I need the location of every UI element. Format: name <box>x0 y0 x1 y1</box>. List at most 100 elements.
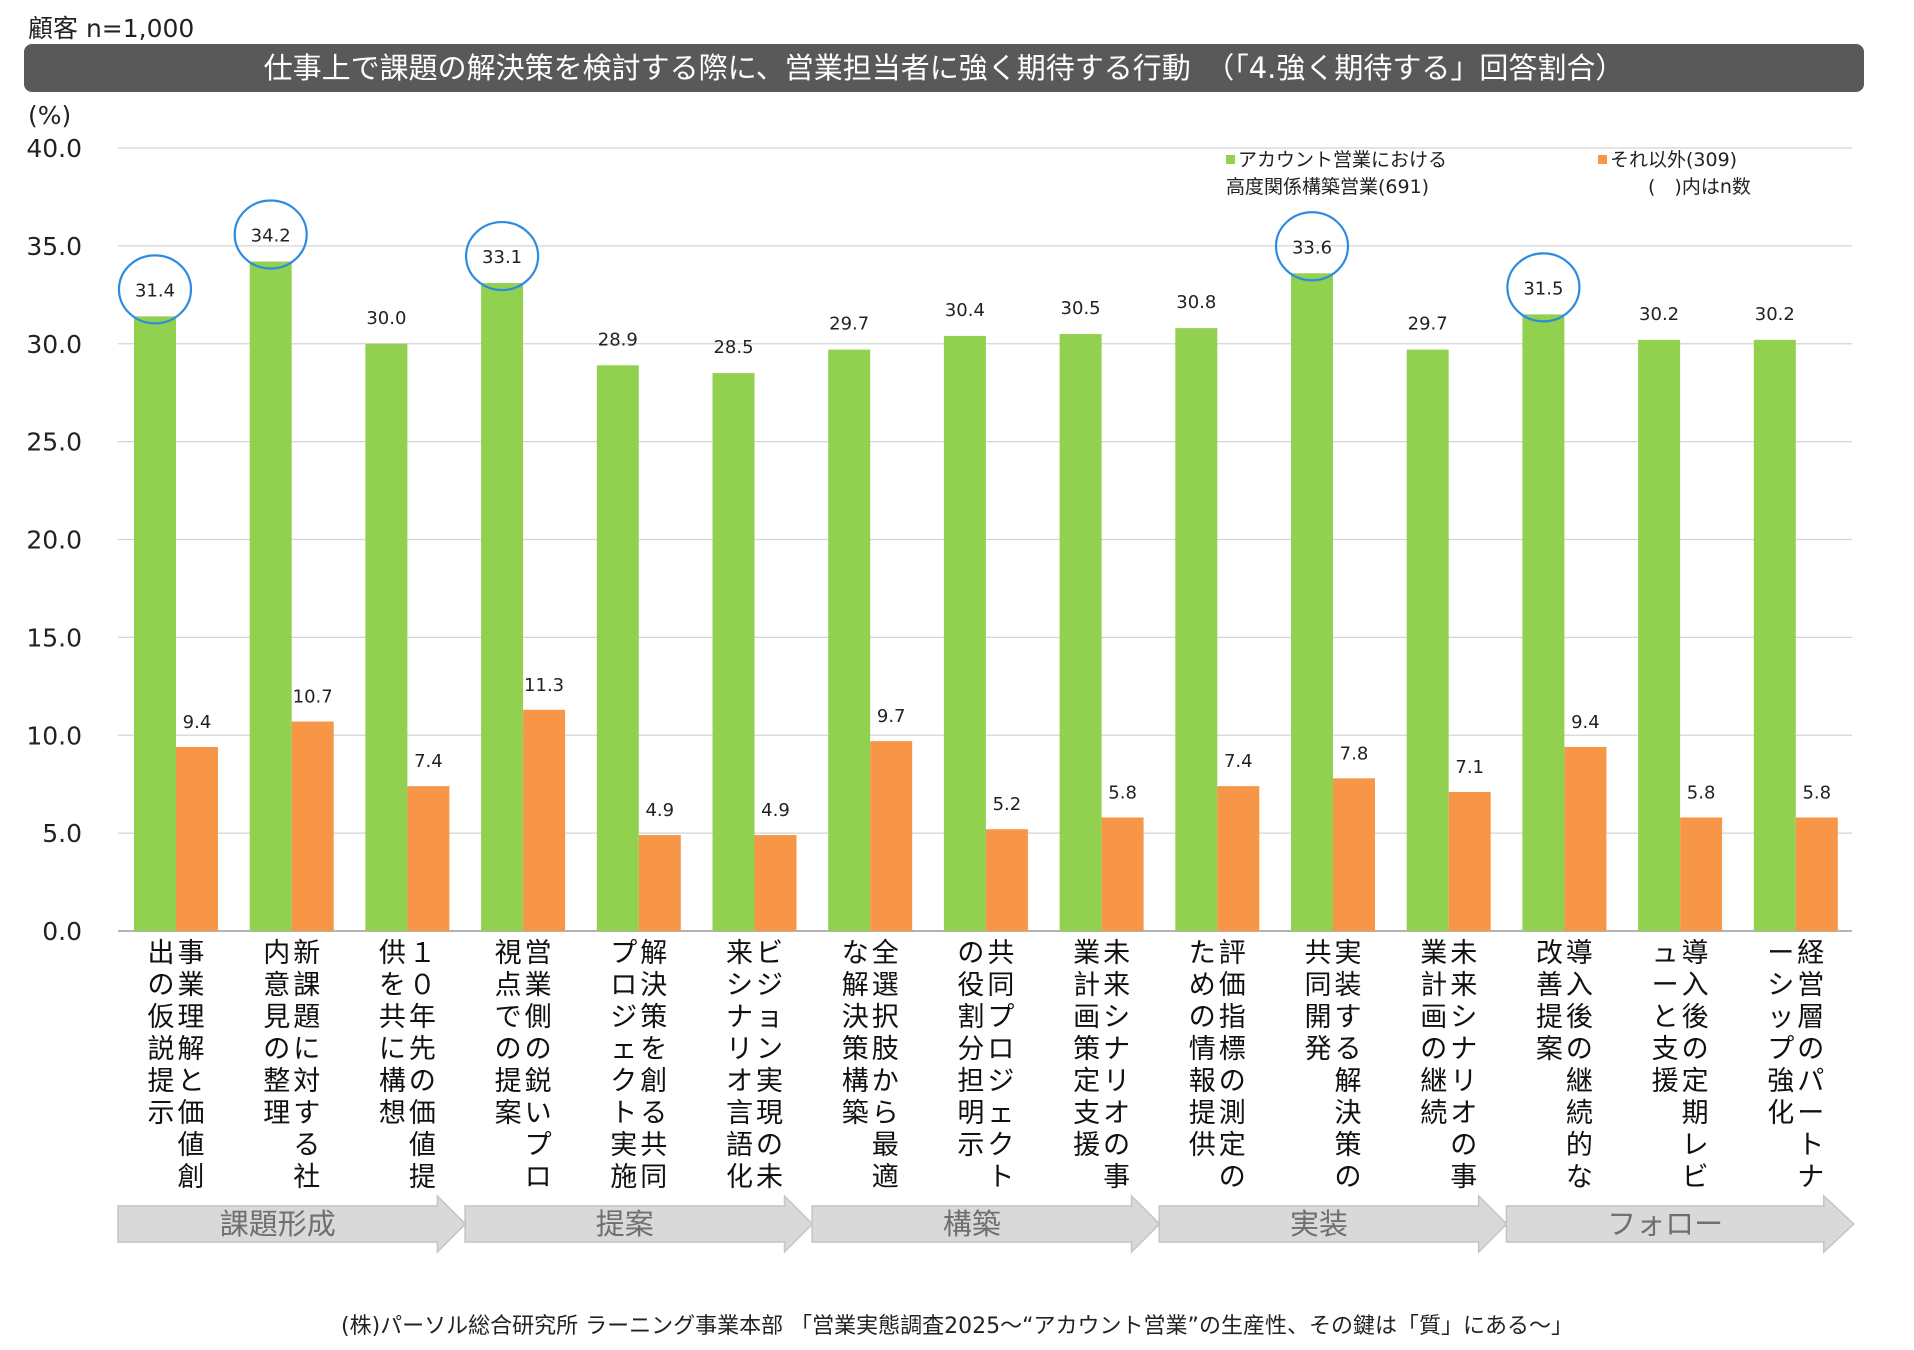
bar-series2 <box>638 835 681 931</box>
category-label: 営業側の鋭いプロ視点での提案 <box>495 938 552 1193</box>
category-label: 実装する解決策の共同開発 <box>1305 938 1362 1193</box>
data-label-series1: 30.2 <box>1639 304 1679 325</box>
data-label-series1: 28.5 <box>713 337 753 358</box>
bar-series2 <box>291 721 334 931</box>
bar-series2 <box>1680 817 1723 931</box>
data-label-series1: 33.6 <box>1292 237 1332 258</box>
bar-series2 <box>1564 746 1607 931</box>
stage-label: フォロー <box>1607 1207 1723 1241</box>
y-tick-label: 35.0 <box>26 232 82 261</box>
legend-swatch-series1 <box>1226 155 1235 164</box>
data-label-series2: 5.8 <box>1108 782 1137 803</box>
bar-series2 <box>176 746 218 931</box>
stage-arrows: 課題形成 提案 構築 実装 フォロー <box>117 1194 1855 1254</box>
y-tick-label: 10.0 <box>26 721 82 750</box>
bar-series1 <box>1059 333 1102 931</box>
bar-series1 <box>365 343 408 931</box>
bar-series1 <box>134 316 176 932</box>
y-tick-label: 40.0 <box>26 134 82 163</box>
data-label-series2: 10.7 <box>293 687 333 708</box>
bar-series1 <box>1522 314 1565 931</box>
category-label: 全選択肢から最適な解決策構築 <box>842 938 899 1193</box>
category-label: 解決策を創る共同プロジェクト実施 <box>610 938 667 1193</box>
chart-title: 仕事上で課題の解決策を検討する際に、営業担当者に強く期待する行動 （「4.強く期… <box>264 51 1625 85</box>
legend: アカウント営業における高度関係構築営業(691) それ以外(309) ( )内はn数 <box>1226 149 1751 198</box>
bar-series1 <box>1406 349 1449 931</box>
data-label-series2: 9.7 <box>877 706 906 727</box>
bar-series1 <box>1638 339 1681 932</box>
data-label-series1: 31.4 <box>135 280 175 301</box>
y-axis-label: (%) <box>28 101 71 130</box>
data-label-series2: 7.1 <box>1455 757 1484 778</box>
data-label-series2: 7.4 <box>414 751 443 772</box>
data-label-series1: 28.9 <box>598 329 638 350</box>
data-label-series2: 5.8 <box>1687 782 1716 803</box>
data-label-series2: 7.4 <box>1224 751 1253 772</box>
bar-series1 <box>481 283 524 931</box>
category-label: 評価指標の測定のための情報提供 <box>1189 938 1246 1193</box>
y-tick-label: 15.0 <box>26 623 82 652</box>
y-tick-label: 25.0 <box>26 428 82 457</box>
category-labels: 事業理解と価値創出の仮説提示 新課題に対する社内意見の整理 １０年先の価値提供を共に… <box>148 938 1825 1193</box>
bar-series2 <box>407 786 450 931</box>
bars <box>134 261 1838 932</box>
y-tick-label: 20.0 <box>26 526 82 555</box>
title-bar <box>24 44 1864 92</box>
data-label-series1: 30.2 <box>1755 304 1795 325</box>
legend-swatch-series2 <box>1598 155 1607 164</box>
highlight-ring <box>233 199 308 270</box>
category-label: 事業理解と価値創出の仮説提示 <box>148 938 205 1193</box>
category-label: 導入後の継続的な改善提案 <box>1536 938 1593 1193</box>
y-tick-label: 5.0 <box>42 819 82 848</box>
bar-series2 <box>1217 786 1260 931</box>
data-label-series2: 11.3 <box>524 675 564 696</box>
category-label: 未来シナリオの事業計画策定支援 <box>1073 938 1130 1193</box>
stage-label: 実装 <box>1290 1207 1348 1241</box>
bar-series2 <box>985 829 1028 931</box>
stage-arrow <box>1505 1194 1855 1254</box>
data-label-series2: 7.8 <box>1340 743 1369 764</box>
highlight-ring <box>1274 211 1350 282</box>
data-label-series1: 30.5 <box>1061 298 1101 319</box>
bar-series1 <box>943 335 986 931</box>
bar-series2 <box>870 741 913 931</box>
highlight-ring <box>117 254 193 325</box>
bar-series1 <box>828 349 871 931</box>
bar-series1 <box>1291 273 1333 931</box>
data-label-series1: 30.8 <box>1176 292 1216 313</box>
highlight-ring <box>1506 252 1581 323</box>
data-label-series2: 5.2 <box>993 794 1022 815</box>
stage-label: 提案 <box>596 1207 654 1241</box>
bar-series1 <box>1753 339 1796 932</box>
data-label-series1: 30.0 <box>366 308 406 329</box>
stage-arrow <box>464 1194 814 1254</box>
y-tick-label: 30.0 <box>26 330 82 359</box>
legend-label-series1: アカウント営業における高度関係構築営業(691) <box>1226 149 1447 198</box>
data-label-series1: 29.7 <box>1408 314 1448 335</box>
sample-size-label: 顧客 n=1,000 <box>28 14 194 43</box>
category-label: 経営層のパートナーシップ強化 <box>1767 938 1824 1193</box>
bar-series1 <box>712 373 755 931</box>
bar-series1 <box>596 365 639 932</box>
category-label: 共同プロジェクトの役割分担明示 <box>957 938 1014 1193</box>
y-tick-label: 0.0 <box>42 917 82 946</box>
bar-series2 <box>1101 817 1144 931</box>
stage-arrow <box>117 1194 467 1254</box>
data-labels: 31.4 9.4 34.2 10.7 30.0 7.4 33.1 11.3 28.9 4.9 28.… <box>135 226 1831 822</box>
bar-series2 <box>1333 778 1375 931</box>
source-footnote: (株)パーソル総合研究所 ラーニング事業本部 「営業実態調査2025〜“アカウン… <box>341 1314 1573 1339</box>
legend-note: ( )内はn数 <box>1648 176 1751 198</box>
data-label-series2: 4.9 <box>761 800 790 821</box>
stage-arrow <box>1158 1194 1508 1254</box>
stage-arrow <box>811 1194 1161 1254</box>
data-label-series1: 33.1 <box>482 247 522 268</box>
data-label-series1: 31.5 <box>1523 278 1563 299</box>
category-label: １０年先の価値提供を共に構想 <box>379 938 436 1193</box>
stage-label: 構築 <box>943 1207 1001 1241</box>
data-label-series2: 9.4 <box>1571 712 1600 733</box>
y-axis-ticks: 0.0 5.0 10.0 15.0 20.0 25.0 30.0 35.0 40.0 <box>26 134 82 946</box>
data-label-series2: 5.8 <box>1802 782 1831 803</box>
data-label-series1: 34.2 <box>251 226 291 247</box>
highlight-ring <box>465 220 540 292</box>
